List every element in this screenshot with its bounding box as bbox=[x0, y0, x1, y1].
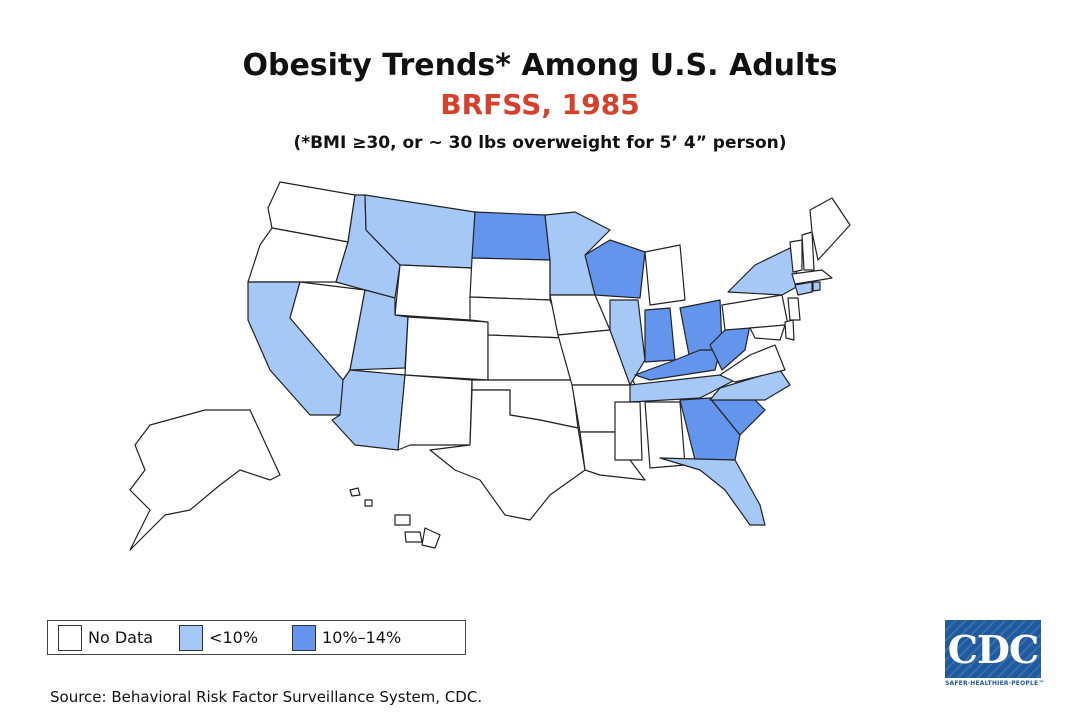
source-citation: Source: Behavioral Risk Factor Surveilla… bbox=[50, 688, 483, 706]
state-maine bbox=[809, 197, 851, 261]
state-new-mexico bbox=[397, 374, 473, 451]
legend-label-no-data: No Data bbox=[88, 628, 154, 647]
page-title: Obesity Trends* Among U.S. Adults bbox=[242, 48, 838, 83]
state-indiana bbox=[644, 307, 676, 363]
state-colorado bbox=[404, 316, 489, 381]
state-north-dakota bbox=[471, 211, 551, 261]
legend-swatch-no-data bbox=[58, 624, 82, 651]
cdc-logo-tagline: SAFER·HEALTHIER·PEOPLE™ bbox=[945, 680, 1045, 687]
legend-item-no-data: No Data bbox=[58, 624, 154, 651]
state-pennsylvania bbox=[721, 294, 789, 331]
state-iowa bbox=[549, 294, 611, 336]
cdc-logo: CDC SAFER·HEALTHIER·PEOPLE™ bbox=[945, 620, 1045, 690]
state-mississippi bbox=[614, 401, 643, 461]
legend-swatch-lt10 bbox=[179, 624, 204, 651]
state-new-jersey bbox=[787, 297, 801, 321]
state-maryland bbox=[749, 324, 786, 341]
legend-swatch-10to14 bbox=[292, 624, 317, 651]
state-virginia bbox=[719, 344, 786, 383]
map-legend: No Data <10% 10%–14% bbox=[47, 620, 466, 655]
legend-label-10to14: 10%–14% bbox=[322, 628, 402, 647]
state-hawaii bbox=[349, 487, 441, 549]
us-obesity-map bbox=[129, 181, 851, 551]
state-south-dakota bbox=[469, 257, 551, 301]
state-massachusetts bbox=[791, 269, 833, 285]
cdc-logo-text: CDC bbox=[947, 626, 1039, 672]
state-new-york bbox=[727, 247, 801, 296]
state-new-hampshire bbox=[801, 231, 815, 271]
state-tennessee bbox=[629, 374, 736, 403]
legend-item-lt10: <10% bbox=[179, 624, 259, 651]
state-delaware bbox=[784, 319, 795, 341]
state-texas bbox=[429, 389, 586, 521]
cdc-logo-box: CDC bbox=[945, 620, 1041, 678]
bmi-footnote: (*BMI ≥30, or ~ 30 lbs overweight for 5’… bbox=[293, 133, 787, 153]
state-illinois bbox=[609, 299, 646, 386]
state-connecticut bbox=[794, 281, 813, 296]
page-subtitle: BRFSS, 1985 bbox=[440, 88, 640, 121]
state-rhode-island bbox=[812, 281, 821, 292]
state-vermont bbox=[789, 239, 803, 273]
state-alaska bbox=[129, 409, 281, 551]
state-georgia bbox=[679, 397, 741, 461]
state-wyoming bbox=[394, 264, 473, 321]
state-wisconsin bbox=[584, 239, 646, 299]
state-florida bbox=[659, 457, 766, 526]
state-michigan bbox=[644, 244, 686, 306]
state-arizona bbox=[331, 369, 406, 451]
legend-label-lt10: <10% bbox=[209, 628, 259, 647]
legend-item-10to14: 10%–14% bbox=[292, 624, 402, 651]
state-west-virginia bbox=[709, 324, 751, 371]
